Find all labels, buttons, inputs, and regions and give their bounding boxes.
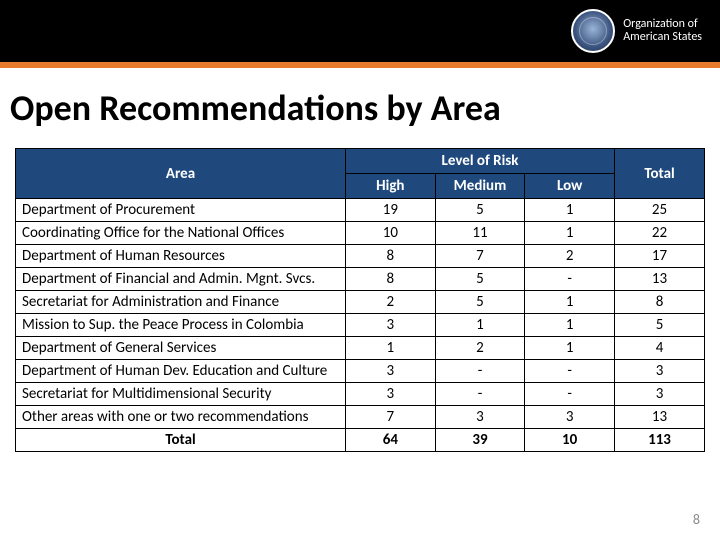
cell-total: 22 [615,222,705,245]
col-header-area: Area [16,149,346,199]
col-header-medium: Medium [435,174,525,199]
cell-low: 1 [525,291,615,314]
page-title: Open Recommendations by Area [10,86,720,130]
cell-area: Department of Procurement [16,199,346,222]
cell-medium: 1 [435,314,525,337]
recommendations-table: Area Level of Risk Total High Medium Low… [15,148,705,452]
cell-area: Department of General Services [16,337,346,360]
table-row: Department of Procurement195125 [16,199,705,222]
cell-high: 2 [346,291,436,314]
table-row: Department of Human Resources87217 [16,245,705,268]
cell-total: 3 [615,360,705,383]
cell-area: Secretariat for Administration and Finan… [16,291,346,314]
table-row: Other areas with one or two recommendati… [16,406,705,429]
cell-high: 3 [346,314,436,337]
cell-total: 4 [615,337,705,360]
cell-total: 13 [615,268,705,291]
cell-medium: - [435,360,525,383]
header-band: Organization of American States [0,0,720,62]
cell-low: - [525,360,615,383]
cell-medium: 11 [435,222,525,245]
cell-low: - [525,268,615,291]
cell-low: 1 [525,199,615,222]
total-total: 113 [615,429,705,452]
cell-area: Coordinating Office for the National Off… [16,222,346,245]
cell-total: 8 [615,291,705,314]
logo-line2: American States [623,31,702,44]
cell-low: 3 [525,406,615,429]
cell-total: 13 [615,406,705,429]
cell-total: 17 [615,245,705,268]
cell-low: - [525,383,615,406]
total-medium: 39 [435,429,525,452]
cell-medium: 7 [435,245,525,268]
cell-low: 1 [525,222,615,245]
cell-area: Department of Human Dev. Education and C… [16,360,346,383]
cell-area: Other areas with one or two recommendati… [16,406,346,429]
col-header-total: Total [615,149,705,199]
table-row: Mission to Sup. the Peace Process in Col… [16,314,705,337]
col-header-low: Low [525,174,615,199]
cell-area: Department of Human Resources [16,245,346,268]
cell-medium: 5 [435,268,525,291]
cell-total: 25 [615,199,705,222]
cell-high: 8 [346,245,436,268]
table-row: Department of General Services1214 [16,337,705,360]
cell-area: Mission to Sup. the Peace Process in Col… [16,314,346,337]
cell-medium: 2 [435,337,525,360]
table-row: Coordinating Office for the National Off… [16,222,705,245]
col-header-high: High [346,174,436,199]
cell-low: 1 [525,314,615,337]
page-number: 8 [693,511,700,528]
total-label: Total [16,429,346,452]
cell-high: 19 [346,199,436,222]
cell-area: Department of Financial and Admin. Mgnt.… [16,268,346,291]
cell-high: 10 [346,222,436,245]
oas-logo-icon [571,9,615,53]
cell-medium: 5 [435,199,525,222]
cell-medium: 5 [435,291,525,314]
col-header-risk: Level of Risk [346,149,615,174]
cell-high: 1 [346,337,436,360]
cell-high: 3 [346,383,436,406]
table-row: Secretariat for Administration and Finan… [16,291,705,314]
oas-logo: Organization of American States [571,9,702,53]
cell-high: 3 [346,360,436,383]
total-low: 10 [525,429,615,452]
cell-total: 3 [615,383,705,406]
total-high: 64 [346,429,436,452]
cell-medium: 3 [435,406,525,429]
cell-high: 8 [346,268,436,291]
cell-area: Secretariat for Multidimensional Securit… [16,383,346,406]
cell-total: 5 [615,314,705,337]
cell-low: 2 [525,245,615,268]
oas-logo-text: Organization of American States [623,18,702,44]
table-row: Department of Financial and Admin. Mgnt.… [16,268,705,291]
cell-low: 1 [525,337,615,360]
table-row: Department of Human Dev. Education and C… [16,360,705,383]
table-row: Secretariat for Multidimensional Securit… [16,383,705,406]
table-total-row: Total 64 39 10 113 [16,429,705,452]
cell-medium: - [435,383,525,406]
table-body: Department of Procurement195125Coordinat… [16,199,705,429]
cell-high: 7 [346,406,436,429]
accent-band [0,62,720,68]
